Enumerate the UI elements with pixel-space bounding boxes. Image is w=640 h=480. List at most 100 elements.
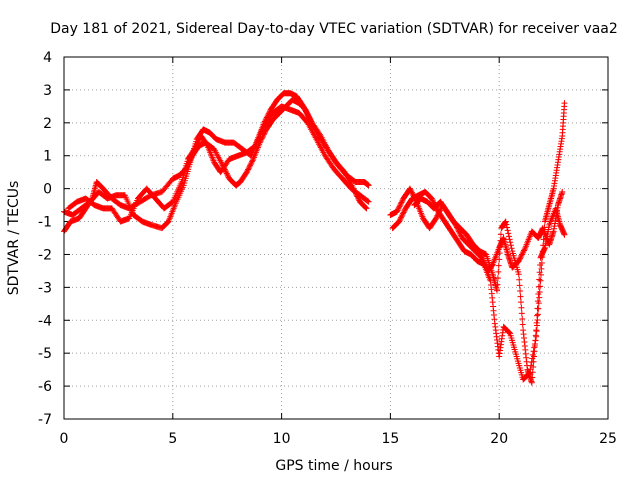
y-tick-label: -6 [38, 379, 52, 395]
data-point [515, 258, 522, 265]
data-point [248, 159, 255, 166]
data-point [399, 211, 406, 218]
data-point [192, 144, 199, 151]
data-point [494, 281, 501, 288]
data-point [520, 248, 527, 255]
y-tick-label: -2 [38, 247, 52, 263]
data-point [516, 276, 523, 283]
data-point [302, 107, 309, 114]
data-point [362, 204, 369, 211]
y-tick-label: -4 [38, 313, 52, 329]
data-point [433, 215, 440, 222]
data-point [503, 221, 510, 228]
data-point [506, 329, 513, 336]
data-point [505, 230, 512, 237]
data-point [457, 231, 464, 238]
data-point [249, 158, 256, 165]
data-point [494, 287, 501, 294]
data-point [407, 186, 414, 193]
data-point [429, 196, 436, 203]
data-point [247, 161, 254, 168]
data-point [536, 276, 543, 283]
data-point [515, 271, 522, 278]
data-point [396, 203, 403, 210]
data-point [504, 227, 511, 234]
y-tick-label: 3 [43, 83, 52, 99]
data-point [301, 105, 308, 112]
data-point [497, 231, 504, 238]
data-point [365, 182, 372, 189]
data-point [502, 218, 509, 225]
data-point [247, 162, 254, 169]
data-point [495, 268, 502, 275]
data-point [430, 198, 437, 205]
data-point [537, 271, 544, 278]
data-point [192, 143, 199, 150]
x-tick-label: 10 [273, 431, 291, 447]
data-point [245, 165, 252, 172]
data-point [530, 364, 537, 371]
data-point [301, 104, 308, 111]
data-point [529, 369, 536, 376]
data-point [519, 315, 526, 322]
y-tick-label: 0 [43, 182, 52, 198]
data-point [494, 275, 501, 282]
data-point [531, 353, 538, 360]
data-point [408, 189, 415, 196]
data-point [536, 269, 543, 276]
data-point [534, 305, 541, 312]
data-point [457, 232, 464, 239]
x-tick-label: 0 [60, 431, 69, 447]
data-point [517, 293, 524, 300]
data-point [536, 294, 543, 301]
data-point [364, 198, 371, 205]
data-point [194, 140, 201, 147]
data-point [516, 256, 523, 263]
chart-title: Day 181 of 2021, Sidereal Day-to-day VTE… [50, 21, 618, 37]
data-point [246, 163, 253, 170]
data-point [304, 112, 311, 119]
data-point [495, 262, 502, 269]
data-point [430, 199, 437, 206]
data-point [529, 374, 536, 381]
data-point [478, 254, 485, 261]
data-point [531, 342, 538, 349]
x-tick-label: 15 [381, 431, 399, 447]
data-point [362, 204, 369, 211]
grid-lines [64, 57, 608, 419]
data-point [224, 171, 231, 178]
data-point [532, 332, 539, 339]
data-point [519, 250, 526, 257]
data-point [517, 287, 524, 294]
y-tick-label: -1 [38, 215, 52, 231]
x-axis-label: GPS time / hours [275, 458, 392, 474]
data-point [395, 204, 402, 211]
data-point [528, 379, 535, 386]
data-point [497, 237, 504, 244]
data-point [537, 261, 544, 268]
data-point [397, 202, 404, 209]
data-point [395, 206, 402, 213]
data-points [61, 90, 568, 386]
data-point [243, 169, 250, 176]
x-tick-label: 25 [599, 431, 617, 447]
data-point [535, 283, 542, 290]
data-point [302, 108, 309, 115]
data-point [398, 213, 405, 220]
data-point [505, 329, 512, 336]
data-point [397, 200, 404, 207]
data-point [497, 243, 504, 250]
y-tick-label: -7 [38, 412, 52, 428]
data-point [261, 130, 268, 137]
data-point [408, 188, 415, 195]
data-point [519, 321, 526, 328]
data-point [244, 167, 251, 174]
data-point [518, 310, 525, 317]
data-point [561, 100, 568, 107]
y-tick-label: 4 [43, 50, 52, 66]
data-point [534, 298, 541, 305]
data-point [518, 304, 525, 311]
plot-frame [63, 56, 609, 420]
data-point [496, 250, 503, 257]
